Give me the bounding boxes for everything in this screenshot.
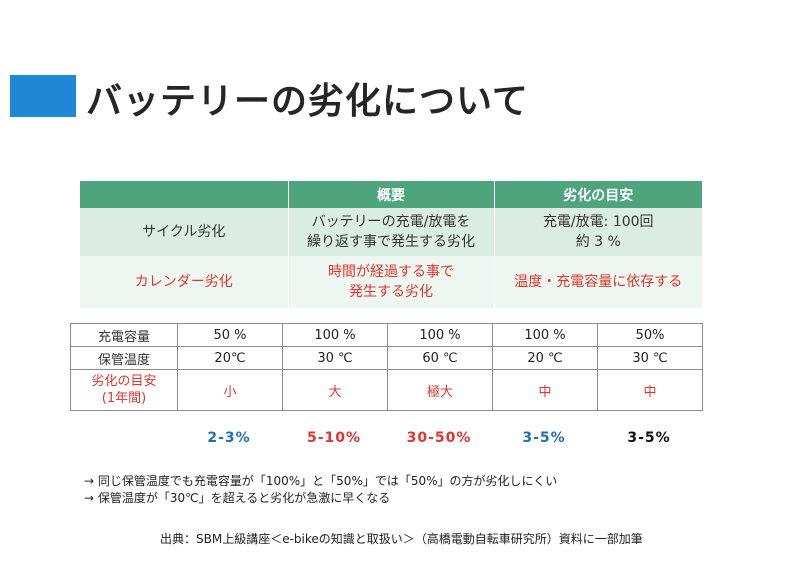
percentage-label: 5-10% xyxy=(306,430,362,446)
percentage-label: 30-50% xyxy=(406,430,472,446)
table-cell: 小 xyxy=(177,369,283,411)
percentage-label: 3-5% xyxy=(627,430,671,446)
table-row: 保管温度 20℃ 30 ℃ 60 ℃ 20 ℃ 30 ℃ xyxy=(70,346,703,370)
header-measure: 劣化の目安 xyxy=(493,181,702,208)
table-cell: 50% xyxy=(597,323,703,347)
table-cell: 中 xyxy=(597,369,703,411)
measure-cell: 温度・充電容量に依存する xyxy=(493,256,702,308)
row-label: 保管温度 xyxy=(70,346,178,370)
percentage-label: 3-5% xyxy=(522,430,566,446)
page-title: バッテリーの劣化について xyxy=(86,81,529,122)
table-cell: 20 ℃ xyxy=(492,346,598,370)
measure-cell: 充電/放電: 100回 約 3 % xyxy=(493,208,702,256)
degradation-type-table: 概要 劣化の目安 サイクル劣化 バッテリーの充電/放電を 繰り返す事で発生する劣… xyxy=(80,181,702,308)
notes: → 同じ保管温度でも充電容量が「100%」と「50%」では「50%」の方が劣化し… xyxy=(84,473,557,507)
table-cell: 大 xyxy=(282,369,388,411)
table-cell: 50 % xyxy=(177,323,283,347)
table-cell: 中 xyxy=(492,369,598,411)
note-line: → 同じ保管温度でも充電容量が「100%」と「50%」では「50%」の方が劣化し… xyxy=(84,474,558,488)
table-row: 充電容量 50 % 100 % 100 % 100 % 50% xyxy=(70,323,703,347)
header-empty xyxy=(80,181,289,208)
row-label: 充電容量 xyxy=(70,323,178,347)
table-cell: 60 ℃ xyxy=(387,346,493,370)
summary-cell: 時間が経過する事で 発生する劣化 xyxy=(287,256,494,308)
table-row: サイクル劣化 バッテリーの充電/放電を 繰り返す事で発生する劣化 充電/放電: … xyxy=(80,208,702,256)
note-line: → 保管温度が「30℃」を超えると劣化が急激に早くなる xyxy=(84,491,391,505)
type-cell: サイクル劣化 xyxy=(80,208,288,256)
table-row: カレンダー劣化 時間が経過する事で 発生する劣化 温度・充電容量に依存する xyxy=(80,256,702,308)
table-cell: 100 % xyxy=(387,323,493,347)
table-cell: 100 % xyxy=(492,323,598,347)
type-cell: カレンダー劣化 xyxy=(80,256,288,308)
summary-cell: バッテリーの充電/放電を 繰り返す事で発生する劣化 xyxy=(287,208,494,256)
table-cell: 100 % xyxy=(282,323,388,347)
table-cell: 30 ℃ xyxy=(597,346,703,370)
table-cell: 20℃ xyxy=(177,346,283,370)
table-cell: 30 ℃ xyxy=(282,346,388,370)
header-summary: 概要 xyxy=(287,181,495,208)
table-row: 劣化の目安 (1年間) 小 大 極大 中 中 xyxy=(70,369,703,411)
storage-condition-table: 充電容量 50 % 100 % 100 % 100 % 50% 保管温度 20℃… xyxy=(70,323,703,411)
row-label: 劣化の目安 (1年間) xyxy=(70,369,178,411)
source-citation: 出典：SBM上級講座＜e-bikeの知識と取扱い＞（高橋電動自転車研究所）資料に… xyxy=(160,532,643,546)
title-accent-bar xyxy=(10,75,76,117)
table-cell: 極大 xyxy=(387,369,493,411)
percentage-label: 2-3% xyxy=(207,430,251,446)
